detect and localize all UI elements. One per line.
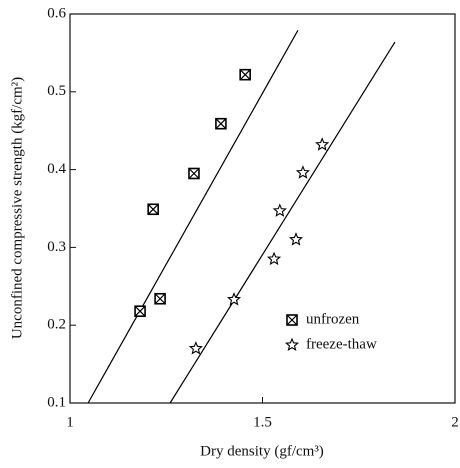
plot-frame bbox=[69, 13, 456, 404]
point bbox=[226, 292, 242, 306]
point bbox=[154, 292, 166, 305]
cross-shape bbox=[286, 314, 298, 326]
x-axis-label: Dry density (gf/cm³) bbox=[200, 443, 324, 459]
star-shape bbox=[315, 137, 330, 151]
point bbox=[239, 68, 251, 81]
point bbox=[215, 117, 227, 130]
y-tick-label: 0.1 bbox=[47, 394, 66, 410]
cross-shape bbox=[215, 118, 227, 130]
point bbox=[188, 167, 200, 180]
star-shape bbox=[188, 341, 203, 355]
legend-marker bbox=[286, 314, 298, 326]
cross-shape bbox=[188, 168, 200, 179]
legend-marker bbox=[284, 337, 300, 352]
fit-line bbox=[169, 41, 396, 404]
point bbox=[288, 232, 304, 246]
legend-label: freeze-thaw bbox=[306, 336, 377, 352]
x-tick-label: 1.5 bbox=[253, 414, 272, 430]
point bbox=[295, 165, 310, 179]
cross-shape bbox=[154, 293, 166, 305]
star-shape bbox=[284, 337, 300, 352]
point bbox=[272, 203, 287, 217]
point bbox=[134, 305, 146, 317]
point bbox=[147, 203, 159, 216]
star-shape bbox=[295, 165, 310, 179]
cross-shape bbox=[239, 69, 251, 81]
y-tick-label: 0.5 bbox=[47, 83, 66, 99]
x-tick-label: 1 bbox=[66, 414, 74, 430]
x-tick-label: 2 bbox=[451, 414, 459, 430]
y-tick-label: 0.4 bbox=[47, 161, 66, 177]
point bbox=[188, 341, 203, 355]
star-shape bbox=[288, 232, 304, 246]
y-tick-label: 0.3 bbox=[47, 239, 66, 255]
y-tick-label: 0.6 bbox=[47, 5, 66, 21]
fit-line bbox=[87, 30, 299, 404]
point bbox=[315, 137, 330, 151]
cross-shape bbox=[147, 203, 159, 215]
cross-shape bbox=[134, 305, 146, 317]
point bbox=[266, 251, 282, 266]
star-shape bbox=[226, 292, 242, 306]
star-shape bbox=[272, 203, 287, 217]
y-tick-label: 0.2 bbox=[47, 317, 66, 333]
y-axis-label: Unconfined compressive strength (kgf/cm²… bbox=[9, 77, 25, 339]
legend-label: unfrozen bbox=[306, 311, 360, 327]
star-shape bbox=[266, 251, 282, 266]
